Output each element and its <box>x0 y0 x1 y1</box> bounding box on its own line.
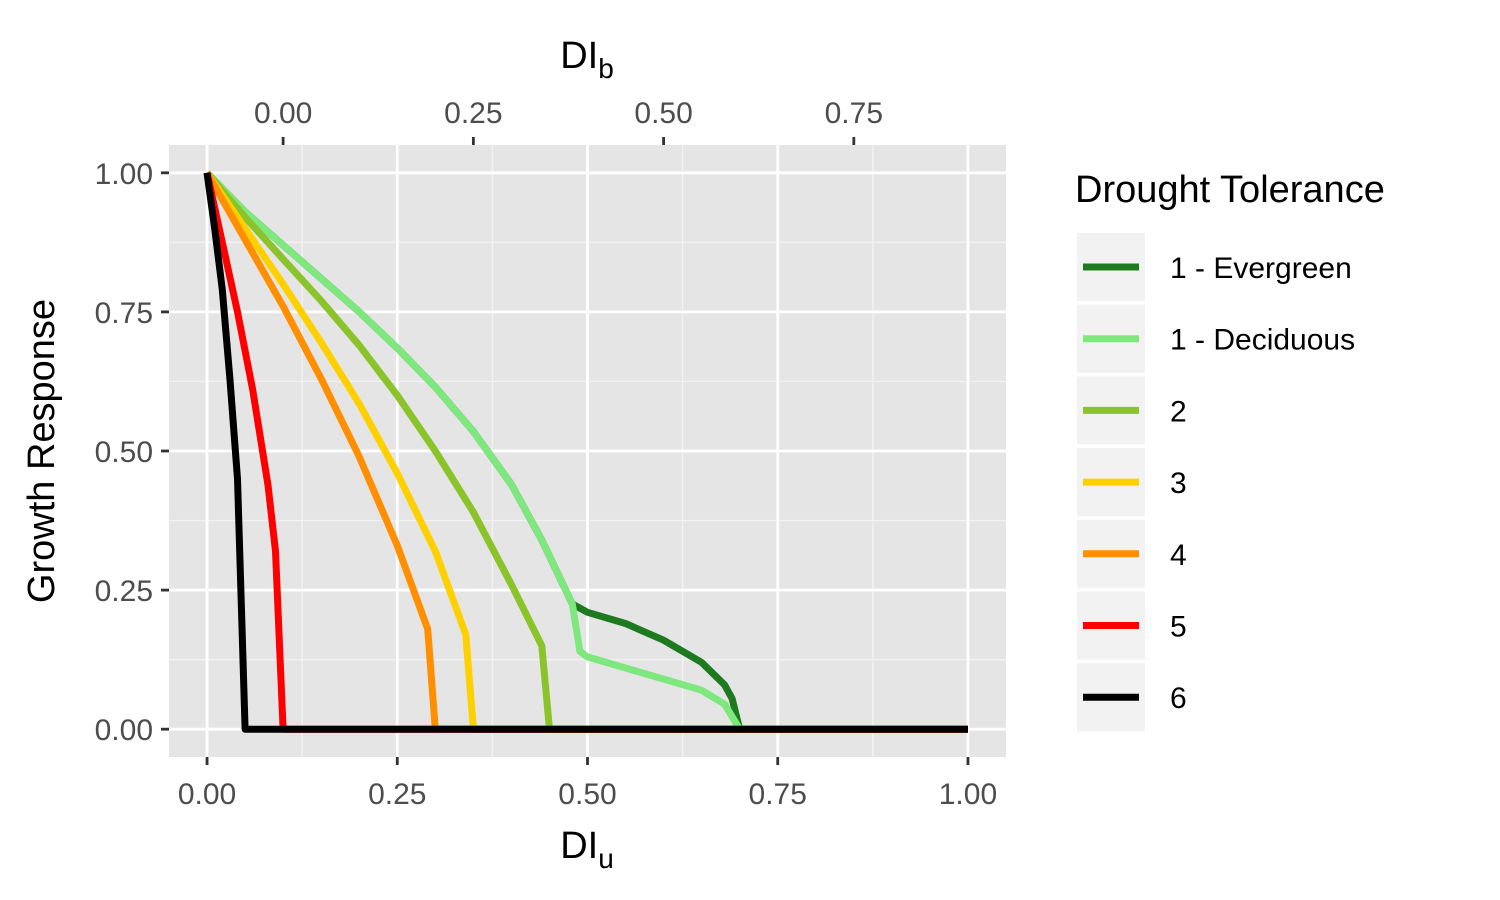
y-tick-label: 1.00 <box>95 158 153 191</box>
x-bottom-tick-label: 1.00 <box>939 778 997 811</box>
series-line-6 <box>203 172 968 733</box>
x-top-tick-label: 0.00 <box>254 97 312 130</box>
x-bottom-tick-label: 0.50 <box>558 778 616 811</box>
legend: 1 - Evergreen 1 - Deciduous 2 3 4 5 6 <box>1077 233 1355 732</box>
x-axis-top: 0.00 0.25 0.50 0.75 <box>254 97 883 145</box>
x-axis-top-title: DIb <box>560 35 614 84</box>
legend-label: 1 - Evergreen <box>1170 252 1352 285</box>
series-lines <box>203 170 968 733</box>
y-tick-label: 0.00 <box>95 714 153 747</box>
legend-label: 3 <box>1170 467 1187 500</box>
legend-label: 1 - Deciduous <box>1170 324 1355 357</box>
legend-label: 2 <box>1170 395 1187 428</box>
series-line-5 <box>203 172 968 733</box>
series-line-3 <box>204 170 968 733</box>
legend-label: 4 <box>1170 539 1187 572</box>
legend-label: 6 <box>1170 682 1187 715</box>
x-bottom-tick-label: 0.75 <box>749 778 807 811</box>
x-top-tick-label: 0.75 <box>825 97 883 130</box>
x-bottom-tick-label: 0.00 <box>178 778 236 811</box>
y-tick-label: 0.25 <box>95 575 153 608</box>
x-axis-bottom: 0.00 0.25 0.50 0.75 1.00 <box>178 757 997 811</box>
y-axis-title: Growth Response <box>21 299 63 603</box>
y-tick-label: 0.75 <box>95 297 153 330</box>
y-tick-label: 0.50 <box>95 436 153 469</box>
series-line-4 <box>203 171 968 733</box>
y-axis: 0.00 0.25 0.50 0.75 1.00 <box>95 158 169 747</box>
series-line-1 <box>204 170 968 733</box>
series-line-2 <box>204 170 968 733</box>
x-bottom-tick-label: 0.25 <box>368 778 426 811</box>
legend-label: 5 <box>1170 611 1187 644</box>
legend-title: Drought Tolerance <box>1075 169 1385 211</box>
x-top-tick-label: 0.50 <box>634 97 692 130</box>
x-top-tick-label: 0.25 <box>444 97 502 130</box>
x-axis-bottom-title: DIu <box>560 825 614 874</box>
